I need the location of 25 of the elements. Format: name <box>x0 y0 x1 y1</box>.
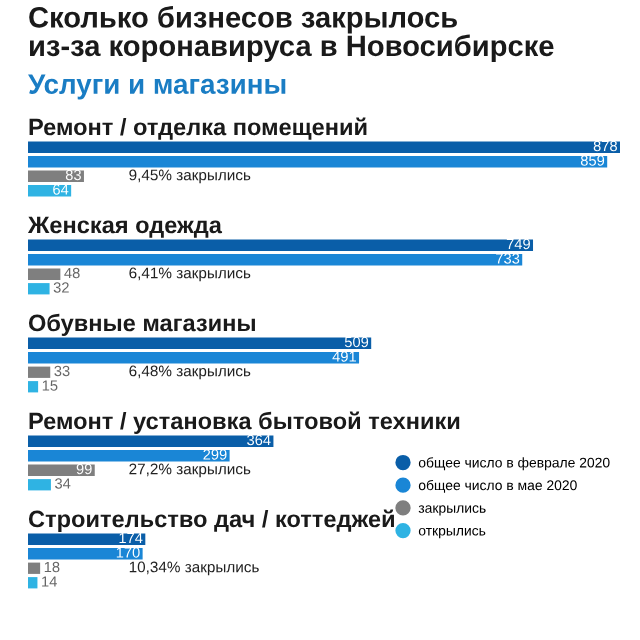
bar <box>28 464 95 476</box>
bar <box>28 548 143 560</box>
chart-title: Ремонт / установка бытовой техники <box>29 411 460 434</box>
bar <box>28 562 41 574</box>
bar <box>28 435 274 447</box>
bar <box>28 156 608 168</box>
chart-title: Ремонт / отделка помещений <box>29 117 367 140</box>
bar <box>28 239 534 251</box>
text: Строительство дач / коттеджей <box>28 509 394 532</box>
bar <box>28 479 51 491</box>
bar <box>28 254 523 266</box>
bar <box>28 337 372 349</box>
bar <box>28 450 230 462</box>
bar <box>28 283 50 295</box>
bar <box>28 533 146 545</box>
text: Услуги и магазины <box>28 74 286 100</box>
chart-title: Обувные магазины <box>28 313 255 336</box>
bar <box>28 366 51 378</box>
bar <box>28 268 61 280</box>
bar <box>28 352 360 364</box>
text: Сколько бизнесов закрылось из-за коронавируса в Новосибирске <box>29 6 554 62</box>
bar <box>28 381 39 393</box>
bar <box>28 141 620 153</box>
chart-title: Женская одежда <box>27 216 223 238</box>
bar <box>28 577 38 589</box>
